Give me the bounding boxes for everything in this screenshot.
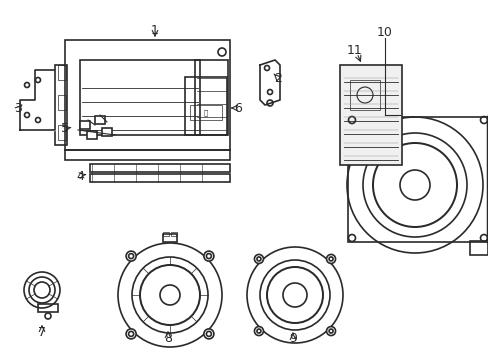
Bar [102,128,112,136]
Text: 6: 6 [234,102,242,114]
Text: 5: 5 [61,122,69,135]
Circle shape [126,251,136,261]
Circle shape [203,329,213,339]
Circle shape [326,255,335,264]
Bar [349,80,379,110]
Text: 10: 10 [376,26,392,39]
Circle shape [254,327,263,336]
Text: Ⓣ: Ⓣ [203,110,208,116]
Bar [195,60,227,135]
Text: 11: 11 [346,44,362,57]
Circle shape [326,327,335,336]
Text: 3: 3 [14,102,22,114]
Bar [469,241,487,255]
Bar [90,174,229,182]
Polygon shape [20,70,55,130]
Bar [58,65,66,80]
Text: 1: 1 [151,23,159,36]
Bar [339,65,401,165]
Bar [184,77,226,135]
Bar [171,232,177,236]
Circle shape [126,329,136,339]
Bar [55,65,67,145]
Circle shape [203,251,213,261]
Bar [163,232,169,236]
Bar [90,164,229,172]
Bar [80,60,200,135]
Circle shape [254,255,263,264]
Text: 7: 7 [38,325,46,338]
Bar [58,125,66,140]
Bar [58,95,66,110]
Bar [65,40,229,150]
Text: 9: 9 [288,332,296,345]
Bar [95,116,105,124]
Bar [80,121,90,129]
Bar [87,131,97,139]
Text: 4: 4 [76,170,84,183]
Text: 8: 8 [163,332,172,345]
Bar [190,105,222,120]
Bar [65,150,229,160]
Bar [163,234,177,242]
Bar [347,117,487,242]
Bar [38,304,58,312]
Text: 2: 2 [273,72,282,85]
